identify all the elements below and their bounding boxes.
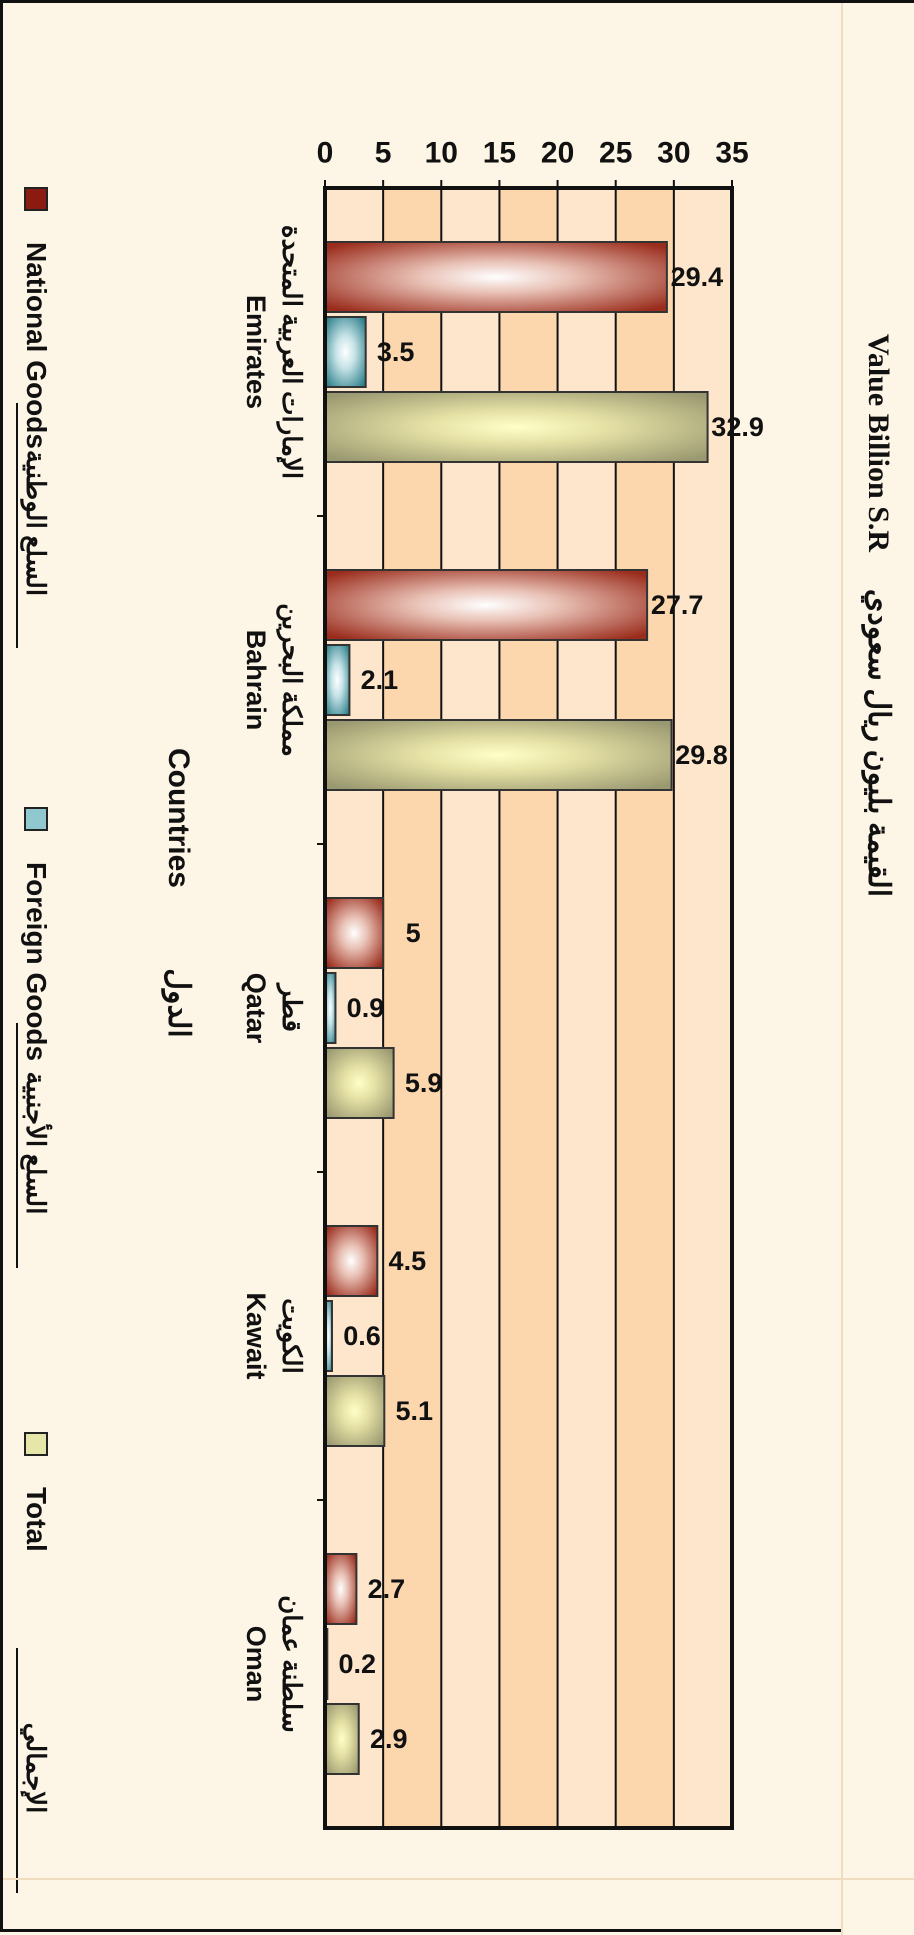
category-label-english-2: Qatar (241, 973, 271, 1044)
value-label-total-2: 5.9 (405, 1068, 443, 1098)
category-label-arabic-3: الكويت (276, 1298, 306, 1374)
legend-label-national-goods: National Goods (21, 242, 52, 449)
category-label-arabic-2: قطر (276, 982, 306, 1032)
legend-swatch-total (24, 1432, 48, 1456)
category-label-arabic-0: الإمارات العربية المتحدة (276, 225, 306, 479)
category-label-english-0: Emirates (241, 295, 271, 409)
y-axis-title-english: Value Billion S.R (862, 334, 895, 552)
y-tick-label: 25 (599, 137, 632, 170)
bar-national-goods-0 (324, 241, 668, 313)
chart-rotated-container: Value Billion S.R القيمة بليون ريال سعود… (3, 3, 914, 1935)
value-label-foreign-goods-1: 2.1 (361, 665, 399, 695)
value-label-total-4: 2.9 (370, 1724, 408, 1754)
value-label-national-goods-0: 29.4 (671, 262, 724, 292)
bar-total-3 (324, 1375, 386, 1447)
value-label-national-goods-1: 27.7 (651, 590, 704, 620)
category-label-english-1: Bahrain (241, 630, 271, 731)
legend-label-foreign-goods: Foreign Goods (21, 862, 52, 1061)
category-label-english-3: Kawait (241, 1292, 271, 1379)
y-axis-ticks: 0 5 10 15 20 25 30 35 (317, 137, 749, 188)
bar-national-goods-3 (323, 1225, 379, 1297)
x-axis-ticks (317, 515, 325, 1501)
bar-national-goods-4 (324, 1553, 358, 1625)
value-label-foreign-goods-0: 3.5 (377, 337, 415, 367)
bar-total-1 (324, 719, 673, 791)
value-label-national-goods-4: 2.7 (368, 1574, 406, 1604)
legend-label-arabic-total: الإجمالي (20, 1723, 50, 1814)
plot-border (323, 186, 734, 1830)
value-label-total-0: 32.9 (711, 412, 764, 442)
category-label-arabic-1: مملكة البحرين (276, 603, 306, 757)
value-label-national-goods-2: 5 (406, 918, 421, 948)
bars (323, 241, 709, 1775)
plot-band (673, 188, 732, 1828)
legend-swatch-national-goods (24, 187, 48, 211)
category-label-english-4: Oman (241, 1626, 271, 1703)
y-tick-label: 35 (715, 137, 748, 170)
value-label-total-3: 5.1 (396, 1396, 434, 1426)
legend-label-total: Total (21, 1487, 52, 1552)
value-label-foreign-goods-4: 0.2 (339, 1649, 377, 1679)
value-label-total-1: 29.8 (675, 740, 728, 770)
value-label-national-goods-3: 4.5 (389, 1246, 427, 1276)
y-tick-label: 30 (657, 137, 690, 170)
bar-foreign-goods-0 (324, 316, 367, 388)
x-axis-title-arabic: الدول (161, 968, 195, 1038)
value-label-foreign-goods-2: 0.9 (347, 993, 385, 1023)
bar-foreign-goods-1 (323, 644, 351, 716)
title-strip (842, 3, 914, 1935)
x-axis-title-english: Countries (162, 748, 195, 888)
y-tick-label: 20 (541, 137, 574, 170)
bar-chart: Value Billion S.R القيمة بليون ريال سعود… (3, 3, 914, 1935)
legend-label-arabic-national-goods: السلع الوطنية (20, 450, 50, 596)
bar-total-0 (324, 391, 709, 463)
category-label-arabic-4: سلطنة عمان (277, 1595, 306, 1733)
value-labels: 29.4 27.7 5 4.5 2.7 3.5 2.1 0.9 0.6 0.2 32.9 29.8 5.… (339, 262, 764, 1754)
y-tick-label: 15 (483, 137, 516, 170)
legend-label-arabic-foreign-goods: السلع الأجنبية (20, 1072, 53, 1215)
bar-total-2 (324, 1047, 395, 1119)
bar-national-goods-1 (324, 569, 649, 641)
bar-total-4 (323, 1703, 360, 1775)
value-label-foreign-goods-3: 0.6 (343, 1321, 381, 1351)
legend-swatch-foreign-goods (24, 807, 48, 831)
bar-national-goods-2 (324, 897, 385, 969)
y-tick-label: 5 (375, 137, 392, 170)
y-tick-label: 0 (317, 137, 334, 170)
y-axis-title-arabic: القيمة بليون ريال سعودي (861, 589, 895, 897)
y-tick-label: 10 (425, 137, 458, 170)
